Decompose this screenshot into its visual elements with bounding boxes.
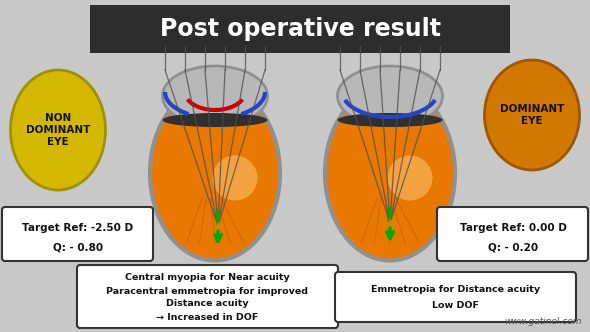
Ellipse shape (11, 70, 106, 190)
Ellipse shape (388, 155, 432, 201)
FancyBboxPatch shape (437, 207, 588, 261)
Bar (90, 5, 510, 53)
Text: Central myopia for Near acuity: Central myopia for Near acuity (124, 274, 289, 283)
Ellipse shape (162, 113, 267, 127)
Text: Target Ref: 0.00 D: Target Ref: 0.00 D (460, 223, 566, 233)
Text: Q: - 0.20: Q: - 0.20 (488, 243, 538, 253)
Text: www.gatinel.com: www.gatinel.com (504, 317, 582, 326)
Text: Distance acuity: Distance acuity (166, 299, 248, 308)
Ellipse shape (337, 66, 442, 126)
Text: Emmetropia for Distance acuity: Emmetropia for Distance acuity (372, 285, 540, 293)
FancyBboxPatch shape (2, 207, 153, 261)
Ellipse shape (337, 113, 442, 127)
FancyBboxPatch shape (77, 265, 338, 328)
Ellipse shape (212, 155, 257, 201)
Text: Target Ref: -2.50 D: Target Ref: -2.50 D (22, 223, 133, 233)
Text: DOMINANT
EYE: DOMINANT EYE (500, 104, 564, 126)
Text: Low DOF: Low DOF (432, 301, 480, 310)
Text: NON
DOMINANT
EYE: NON DOMINANT EYE (26, 114, 90, 147)
Ellipse shape (162, 66, 267, 126)
Text: Paracentral emmetropia for improved: Paracentral emmetropia for improved (106, 287, 308, 295)
Text: Q: - 0.80: Q: - 0.80 (53, 243, 103, 253)
Ellipse shape (325, 86, 455, 261)
Ellipse shape (150, 86, 280, 261)
Text: → Increased in DOF: → Increased in DOF (156, 312, 258, 321)
Ellipse shape (484, 60, 579, 170)
Text: Post operative result: Post operative result (159, 17, 441, 41)
FancyBboxPatch shape (335, 272, 576, 322)
